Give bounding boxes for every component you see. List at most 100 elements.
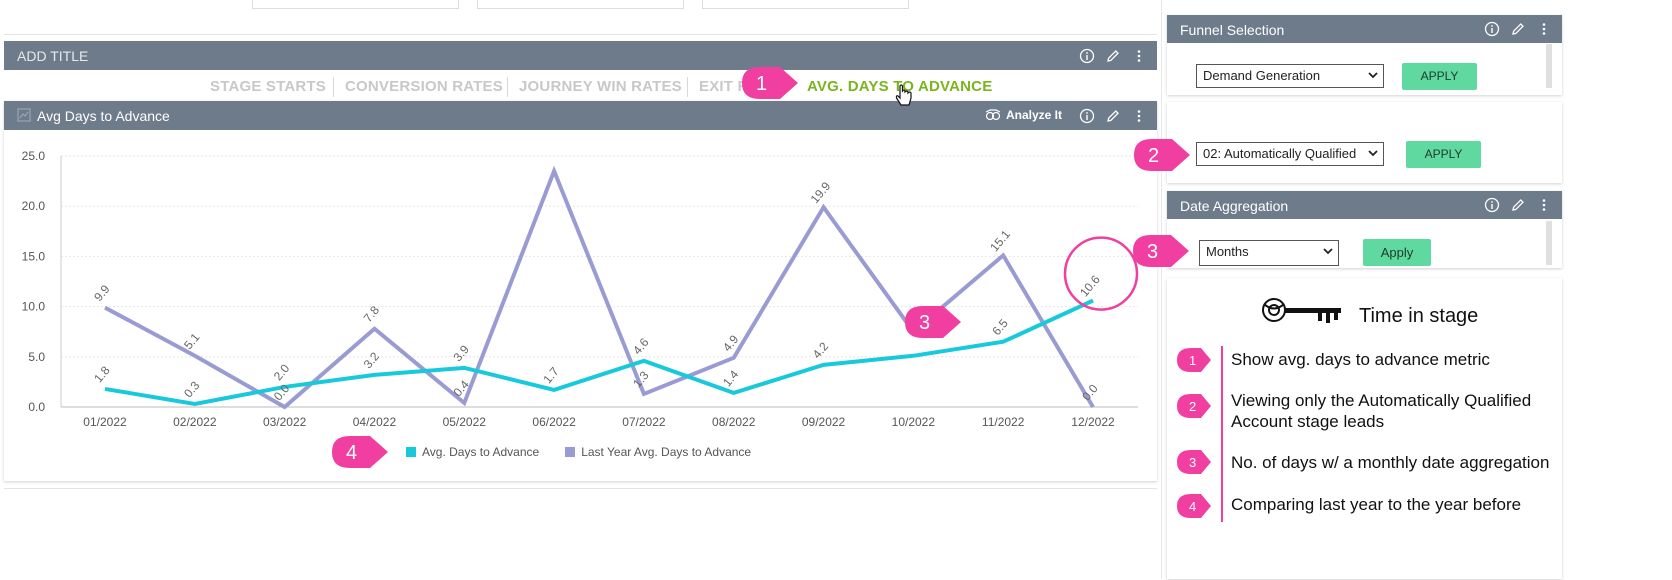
x-tick-label: 06/2022: [532, 415, 576, 429]
edit-icon[interactable]: [1105, 48, 1121, 64]
funnel-apply-button[interactable]: APPLY: [1402, 63, 1477, 90]
stage-apply-button[interactable]: APPLY: [1406, 141, 1481, 168]
y-tick-label: 20.0: [22, 199, 46, 213]
chart-panel-title: Avg Days to Advance: [37, 108, 170, 124]
y-tick-label: 0.0: [28, 400, 45, 414]
data-label: 19.9: [808, 179, 834, 206]
callout-3-right: 3: [1133, 235, 1189, 267]
tab-stage-starts[interactable]: STAGE STARTS: [210, 78, 327, 95]
note-text-1: Show avg. days to advance metric: [1231, 350, 1490, 369]
funnel-scrollbar[interactable]: [1546, 44, 1552, 88]
info-icon[interactable]: [1484, 197, 1500, 213]
notes-title: Time in stage: [1359, 305, 1479, 327]
top-filter-box-2[interactable]: [477, 0, 684, 9]
svg-text:4: 4: [1189, 499, 1196, 514]
stage-select[interactable]: 02: Automatically Qualified: [1196, 142, 1384, 166]
y-tick-label: 15.0: [22, 249, 46, 263]
funnel-selection-header: Funnel Selection: [1167, 15, 1562, 43]
legend-swatch-last-year: [565, 447, 576, 457]
notes-vertical-line: [1221, 346, 1223, 522]
lower-blank-panel: [4, 488, 1157, 580]
date-aggregation-apply-button[interactable]: Apply: [1363, 239, 1431, 266]
key-icon: [1262, 298, 1341, 323]
tab-conversion-rates[interactable]: CONVERSION RATES: [345, 78, 503, 95]
svg-text:3: 3: [1147, 241, 1158, 263]
svg-text:1: 1: [1189, 353, 1196, 368]
y-tick-label: 5.0: [28, 350, 45, 364]
svg-text:2: 2: [1189, 399, 1196, 414]
date-aggregation-title: Date Aggregation: [1180, 198, 1289, 214]
x-tick-label: 03/2022: [263, 415, 307, 429]
svg-text:3: 3: [919, 312, 930, 334]
tab-journey-win-rates[interactable]: JOURNEY WIN RATES: [519, 78, 682, 95]
legend-label-current[interactable]: Avg. Days to Advance: [422, 445, 540, 459]
callout-4: 4: [332, 436, 388, 468]
data-label: 9.9: [91, 282, 113, 304]
top-filter-box-1[interactable]: [252, 0, 459, 9]
edit-icon[interactable]: [1510, 197, 1526, 213]
more-icon[interactable]: [1131, 48, 1147, 64]
date-aggregation-scrollbar[interactable]: [1546, 221, 1552, 265]
x-tick-label: 08/2022: [712, 415, 756, 429]
x-tick-label: 02/2022: [173, 415, 217, 429]
edit-icon[interactable]: [1510, 21, 1526, 37]
date-aggregation-header: Date Aggregation: [1167, 191, 1562, 219]
date-aggregation-select[interactable]: Months: [1199, 240, 1339, 266]
x-tick-label: 10/2022: [892, 415, 936, 429]
note-badge-3: 3: [1177, 450, 1211, 474]
data-label: 1.8: [91, 363, 113, 385]
top-filter-box-3[interactable]: [702, 0, 909, 9]
add-title-header: ADD TITLE: [4, 41, 1157, 70]
legend-label-last-year[interactable]: Last Year Avg. Days to Advance: [581, 445, 752, 459]
info-icon[interactable]: [1079, 48, 1095, 64]
analyze-it-label: Analyze It: [1006, 108, 1063, 122]
line-chart: 0.0 5.0 10.0 15.0 20.0 25.0 01/2022 02/2022 03/2…: [22, 149, 1139, 429]
x-tick-label: 04/2022: [353, 415, 397, 429]
tab-exit-rates[interactable]: EXIT R: [699, 78, 749, 95]
note-text-4: Comparing last year to the year before: [1231, 495, 1522, 514]
edit-icon[interactable]: [1105, 108, 1121, 124]
chart-panel: [4, 101, 1157, 481]
x-tick-label: 11/2022: [982, 415, 1025, 429]
cursor-hand-icon: [895, 84, 912, 106]
chevron-down-icon: [1368, 72, 1378, 79]
note-badge-4: 4: [1177, 494, 1211, 518]
highlight-circle: [1063, 236, 1139, 311]
x-tick-label: 07/2022: [622, 415, 666, 429]
data-label: 3.2: [361, 349, 383, 371]
data-label: 0.0: [1079, 381, 1101, 403]
chevron-down-icon: [1323, 248, 1333, 255]
data-label: 7.8: [361, 303, 383, 325]
data-label: 1.7: [540, 364, 562, 386]
note-badge-2: 2: [1177, 394, 1211, 418]
chart-legend: Avg. Days to Advance Last Year Avg. Days…: [406, 445, 751, 459]
data-label: 0.3: [181, 378, 203, 400]
analyze-icon: [985, 109, 1001, 121]
x-tick-label: 01/2022: [83, 415, 127, 429]
info-icon[interactable]: [1484, 21, 1500, 37]
y-tick-label: 25.0: [22, 149, 46, 163]
legend-swatch-current: [406, 447, 416, 457]
data-label: 4.6: [630, 335, 652, 357]
callout-2: 2: [1134, 139, 1190, 171]
more-icon[interactable]: [1536, 197, 1552, 213]
funnel-select-value: Demand Generation: [1203, 68, 1321, 83]
analyze-it-button[interactable]: Analyze It: [984, 108, 1062, 122]
more-icon[interactable]: [1536, 21, 1552, 37]
add-title-label[interactable]: ADD TITLE: [17, 48, 89, 64]
data-label: 10.6: [1077, 272, 1103, 299]
svg-text:4: 4: [346, 442, 357, 464]
info-icon[interactable]: [1079, 108, 1095, 124]
right-divider: [1161, 0, 1162, 579]
note-badge-1: 1: [1177, 348, 1211, 372]
data-label: 15.1: [987, 227, 1013, 254]
x-tick-label: 05/2022: [443, 415, 487, 429]
svg-text:1: 1: [756, 73, 767, 95]
note-text-2b: Account stage leads: [1231, 412, 1385, 431]
x-tick-label: 12/2022: [1071, 415, 1115, 429]
note-text-3: No. of days w/ a monthly date aggregatio…: [1231, 453, 1550, 472]
funnel-select[interactable]: Demand Generation: [1196, 64, 1384, 88]
stage-select-value: 02: Automatically Qualified: [1203, 146, 1357, 161]
chart-panel-header: Avg Days to Advance Analyze It: [4, 101, 1157, 130]
more-icon[interactable]: [1131, 108, 1147, 124]
